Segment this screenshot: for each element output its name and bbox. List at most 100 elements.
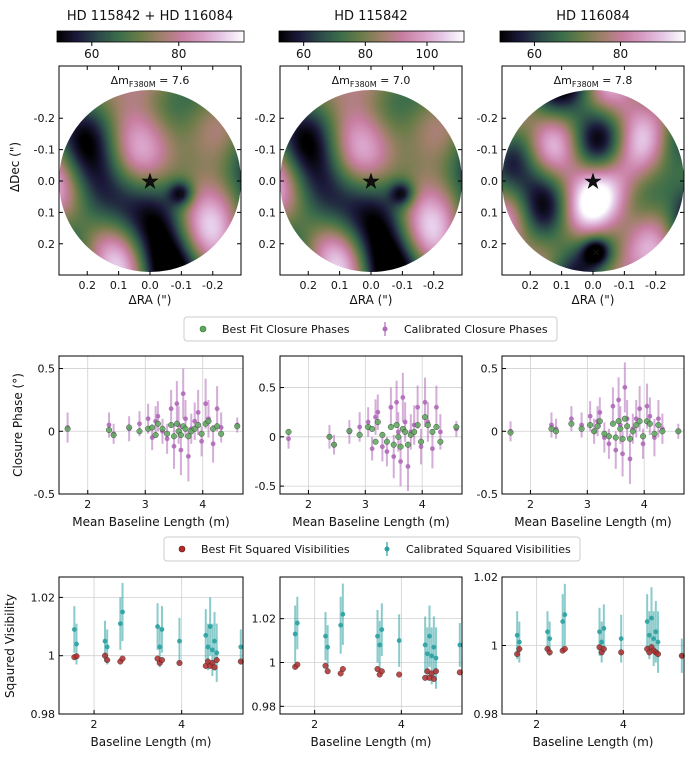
calibrated-point [606, 441, 612, 447]
calibrated-point [155, 413, 161, 419]
best-fit-point [390, 441, 397, 448]
best-fit-point [119, 655, 126, 662]
best-fit-point [234, 423, 241, 430]
panel-xlabel: Baseline Length (m) [91, 735, 212, 749]
best-fit-point [612, 434, 619, 441]
best-fit-point [617, 425, 624, 432]
map-ytick-label: 0.2 [38, 238, 56, 251]
calibrated-point [145, 416, 151, 422]
best-fit-point [422, 414, 429, 421]
map-xlabel: ΔRA (") [572, 293, 615, 307]
visibility-panel-2: Baseline Length (m) 2 4 0.98 1 1.02 [474, 571, 685, 749]
best-fit-point [369, 425, 376, 432]
calibrated-point [388, 404, 394, 410]
calibrated-point [422, 399, 428, 405]
map-xlabel: ΔRA (") [129, 293, 172, 307]
best-fit-point [548, 425, 555, 432]
delta-mag-label: ΔmF380M = 7.0 [332, 74, 411, 89]
calibrated-point [620, 451, 625, 457]
calibrated-point [547, 636, 553, 642]
best-fit-point [404, 441, 411, 448]
map-xtick-label: 0.0 [362, 279, 380, 292]
calibrated-point [373, 414, 378, 420]
best-fit-point [383, 438, 390, 445]
companion-marker: × [398, 190, 406, 201]
calibrated-point [391, 454, 397, 459]
best-fit-point [605, 433, 612, 440]
best-fit-point [213, 657, 220, 664]
calibrated-point [640, 441, 646, 447]
panel-frame [58, 576, 244, 715]
best-fit-point [198, 430, 205, 437]
best-fit-point [168, 422, 175, 429]
ytick-label: 1.02 [252, 613, 277, 626]
xtick-label: 3 [142, 498, 149, 511]
map-ticks: 0.2 0.1 0.0 -0.1 -0.2 -0.2 -0.1 0.0 0.1 0.2 [34, 66, 241, 292]
map-ticks: 0.2 0.1 0.0 -0.1 -0.2 -0.2 -0.1 0.0 0.1 0.2 [477, 66, 684, 292]
heatmap-image [59, 90, 241, 272]
best-fit-point [430, 675, 437, 682]
calibrated-point [379, 627, 385, 633]
best-fit-point [237, 658, 244, 665]
calibrated-point [192, 418, 198, 424]
panel-xlabel: Baseline Length (m) [311, 735, 432, 749]
panel-ylabel: Closure Phase (°) [11, 373, 25, 477]
calibrated-point [415, 404, 421, 410]
best-fit-point [322, 662, 329, 669]
map-ytick-label: -0.2 [255, 112, 276, 125]
calibrated-point [562, 612, 568, 618]
best-fit-point [177, 432, 184, 439]
map-xtick-label: 0.0 [141, 279, 159, 292]
best-fit-point [191, 425, 198, 432]
map-ytick-label: -0.1 [255, 144, 276, 157]
heatmap-image [502, 90, 684, 272]
best-fit-point [214, 423, 221, 430]
best-fit-point [126, 424, 133, 431]
calibrated-point [137, 421, 142, 427]
panel-ylabel: Sqaured Visibility [3, 594, 17, 698]
colorbar [278, 30, 465, 43]
colorbar [499, 30, 686, 43]
best-fit-point [624, 423, 631, 430]
best-fit-point [429, 428, 436, 435]
best-fit-point [646, 420, 653, 427]
ytick-label: -0.5 [34, 488, 55, 501]
best-fit-point [507, 429, 514, 436]
ytick-label: 0 [269, 431, 276, 444]
legend-closure-phase: Best Fit Closure Phases Calibrated Closu… [183, 316, 558, 342]
calibrated-point [402, 419, 408, 425]
heatmap-image [280, 90, 462, 272]
calibrated-point [164, 436, 170, 442]
star-marker: ★ [141, 169, 159, 193]
map-xtick-label: -0.2 [202, 279, 223, 292]
panel-frame [501, 355, 685, 495]
calibrated-point [396, 638, 402, 643]
closure-phase-panel-2: Mean Baseline Length (m) 2 3 4 -0.5 0 0.5 [477, 355, 685, 529]
map-ylabel: ΔDec (") [8, 142, 22, 192]
map-panel-0: HD 115842 + HD 116084 60 80 0.2 0.1 0.0 -0.1… [8, 9, 245, 307]
xtick-label: 2 [305, 498, 312, 511]
companion-marker: × [177, 190, 185, 201]
best-fit-point [285, 428, 292, 435]
best-fit-point [326, 433, 333, 440]
xtick-label: 4 [641, 498, 648, 511]
best-fit-point [395, 433, 402, 440]
map-title: HD 115842 [334, 9, 408, 24]
best-fit-point [640, 433, 647, 440]
calibrated-point [183, 416, 188, 422]
calibrated-point [395, 429, 401, 435]
best-fit-point [182, 425, 189, 432]
best-fit-point [205, 418, 212, 425]
best-fit-point [339, 666, 346, 673]
delta-mag-label: ΔmF380M = 7.6 [111, 74, 190, 89]
calibrated-point [325, 644, 331, 650]
xtick-label: 2 [527, 498, 534, 511]
best-fit-point [402, 428, 409, 435]
best-fit-point [514, 651, 521, 658]
best-fit-point [164, 430, 171, 437]
calibrated-point [568, 416, 574, 422]
map-xtick-label: -0.1 [171, 279, 192, 292]
best-fit-point [678, 652, 685, 659]
legend-label-calibrated: Calibrated Closure Phases [404, 323, 548, 336]
best-fit-point [655, 422, 662, 429]
